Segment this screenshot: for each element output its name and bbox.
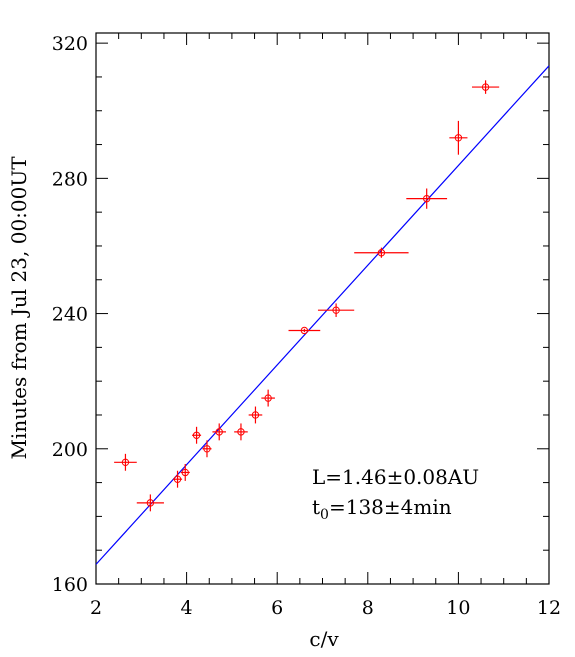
y-tick-label: 160	[52, 574, 88, 596]
point-marker	[173, 475, 182, 483]
data-point	[406, 188, 448, 209]
data-point	[212, 423, 227, 441]
data-point	[471, 80, 500, 94]
point-marker	[251, 411, 260, 419]
y-tick-label: 200	[52, 439, 88, 461]
data-point	[288, 326, 321, 335]
data-point	[202, 440, 212, 458]
data-point	[234, 423, 248, 441]
point-marker	[192, 431, 201, 439]
data-point	[180, 463, 190, 481]
point-marker	[181, 468, 189, 477]
point-marker	[146, 499, 155, 507]
fit-annotation-time-prefix: t	[312, 495, 320, 519]
point-marker	[121, 458, 130, 467]
fit-annotation-time-subscript: 0	[320, 507, 329, 523]
data-point	[136, 494, 164, 512]
x-tick-label: 2	[90, 597, 102, 619]
point-marker	[264, 394, 272, 402]
fit-line-layer	[95, 65, 550, 565]
y-tick-label: 320	[52, 33, 88, 55]
point-marker	[454, 134, 463, 142]
data-point	[449, 120, 468, 155]
point-marker	[481, 83, 490, 91]
x-tick-label: 8	[362, 597, 374, 619]
x-tick-label: 6	[271, 597, 283, 619]
fit-annotation-time-suffix: =138±4min	[329, 495, 452, 519]
x-tick-label: 12	[537, 597, 561, 619]
data-points-layer	[114, 80, 500, 512]
data-point	[192, 426, 202, 444]
point-marker	[332, 306, 340, 314]
point-marker	[215, 428, 223, 436]
point-marker	[237, 428, 245, 436]
y-tick-label: 240	[52, 304, 88, 326]
data-point	[114, 453, 137, 471]
x-tick-label: 10	[446, 597, 470, 619]
y-tick-label: 280	[52, 168, 88, 190]
fit-annotation-time: t0=138±4min	[312, 495, 452, 523]
data-point	[317, 303, 355, 317]
axes-layer: 2 4 6 8 10 12 160 200 240 280 320	[52, 32, 561, 619]
fit-line	[95, 65, 550, 565]
x-tick-label: 4	[181, 597, 193, 619]
point-marker	[422, 194, 431, 203]
point-marker	[300, 326, 309, 335]
data-point	[248, 406, 263, 424]
data-point	[261, 389, 275, 407]
data-point	[354, 247, 409, 258]
point-marker	[377, 249, 386, 257]
y-axis-label: Minutes from Jul 23, 00:00UT	[7, 156, 31, 460]
data-point	[173, 470, 183, 488]
fit-annotation-length: L=1.46±0.08AU	[312, 465, 479, 489]
point-marker	[203, 445, 211, 453]
x-axis-label: c/v	[309, 627, 339, 651]
